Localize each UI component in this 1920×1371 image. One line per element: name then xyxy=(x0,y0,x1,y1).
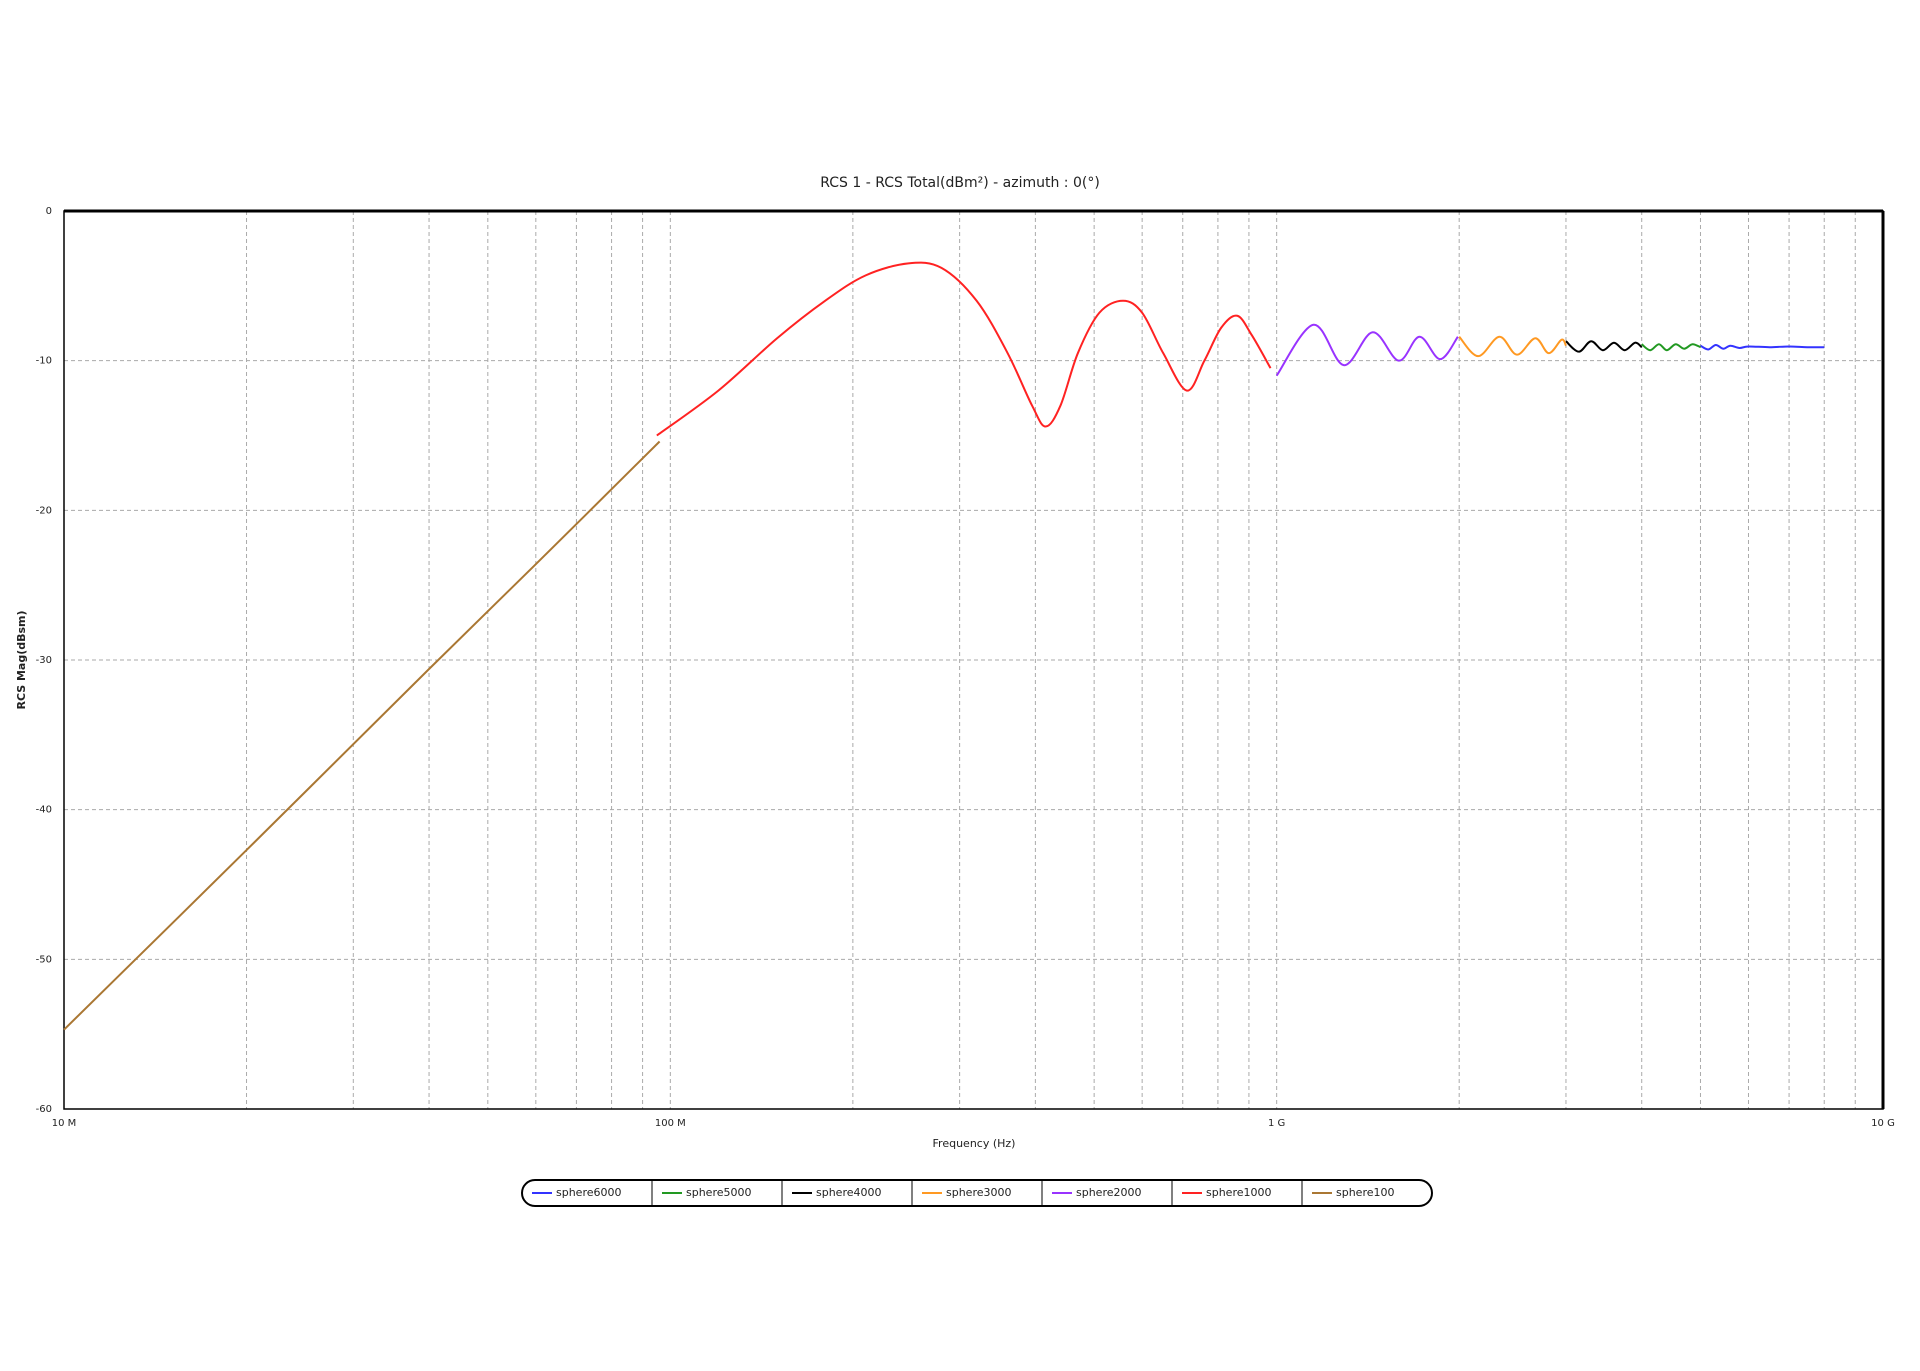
series-line xyxy=(1699,343,1825,351)
x-tick-label: 10 G xyxy=(1871,1118,1895,1129)
series-line xyxy=(1458,335,1567,358)
series-line xyxy=(1275,323,1459,377)
x-tick-label: 1 G xyxy=(1268,1118,1285,1129)
legend-label: sphere1000 xyxy=(1206,1186,1272,1199)
series-line xyxy=(656,261,1272,437)
legend-label: sphere100 xyxy=(1336,1186,1395,1199)
x-axis-label: Frequency (Hz) xyxy=(933,1137,1016,1150)
y-tick-label: -10 xyxy=(36,356,52,367)
y-tick-label: -20 xyxy=(36,505,52,516)
series-line xyxy=(63,440,661,1031)
series-line xyxy=(1565,340,1643,353)
y-tick-label: -40 xyxy=(36,805,52,816)
y-tick-label: -60 xyxy=(36,1104,52,1115)
y-axis-label: RCS Mag(dBsm) xyxy=(15,610,28,709)
series-line xyxy=(1641,343,1701,352)
y-tick-label: -50 xyxy=(36,954,52,965)
x-tick-label: 10 M xyxy=(52,1118,77,1129)
legend-label: sphere2000 xyxy=(1076,1186,1142,1199)
y-tick-label: 0 xyxy=(46,206,52,217)
legend-label: sphere4000 xyxy=(816,1186,882,1199)
legend-label: sphere6000 xyxy=(556,1186,622,1199)
x-tick-label: 100 M xyxy=(655,1118,686,1129)
y-tick-label: -30 xyxy=(36,655,52,666)
legend-label: sphere5000 xyxy=(686,1186,752,1199)
chart-title: RCS 1 - RCS Total(dBm²) - azimuth : 0(°) xyxy=(820,175,1100,191)
legend-label: sphere3000 xyxy=(946,1186,1012,1199)
legend-box xyxy=(521,1179,1433,1207)
